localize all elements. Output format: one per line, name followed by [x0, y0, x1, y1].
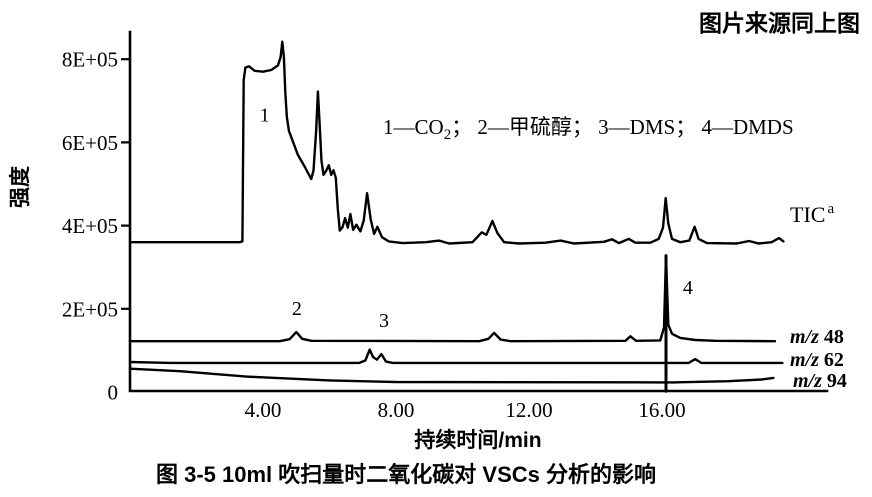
y-axis-tick-labels: 8E+05 6E+05 4E+05 2E+05 0 — [62, 48, 118, 405]
legend-part-2: ； 2—甲硫醇； 3—DMS； 4—DMDS — [451, 115, 793, 139]
y-tick-label: 6E+05 — [62, 131, 118, 155]
mz94-trace — [128, 367, 775, 384]
compound-legend: 1—CO2； 2—甲硫醇； 3—DMS； 4—DMDS — [383, 115, 794, 143]
axes — [121, 30, 829, 393]
x-axis-tick-labels: 4.00 8.00 12.00 16.00 — [245, 398, 686, 422]
mz48-trace — [128, 254, 777, 343]
x-tick-label: 12.00 — [505, 398, 552, 422]
tic-superscript-a: a — [827, 201, 834, 217]
peak-label-4: 4 — [683, 277, 693, 299]
y-tick-label: 8E+05 — [62, 48, 118, 72]
peak-annotations: 1 2 3 4 — [260, 105, 693, 333]
mz94-italic: m/z — [793, 370, 822, 392]
traces — [128, 40, 785, 393]
tic-trace-label: TIC a — [790, 201, 834, 227]
x-tick-label: 16.00 — [638, 398, 685, 422]
mz62-trace-label: m/z 62 — [790, 349, 844, 371]
x-axis-title: 持续时间/min — [414, 428, 541, 452]
legend-subscript: 2 — [444, 127, 452, 143]
mz48-italic: m/z — [790, 326, 819, 348]
peak-label-1: 1 — [260, 105, 270, 127]
mz48-trace-label: m/z 48 — [790, 326, 844, 348]
figure-caption: 图 3-5 10ml 吹扫量时二氧化碳对 VSCs 分析的影响 — [156, 462, 656, 487]
image-source-note: 图片来源同上图 — [699, 10, 860, 36]
mz62-italic: m/z — [790, 349, 819, 371]
mz48-number: 48 — [824, 326, 844, 348]
legend-part-1: 1—CO — [383, 115, 444, 139]
mz62-number: 62 — [824, 349, 844, 371]
y-tick-label: 2E+05 — [62, 297, 118, 321]
x-tick-label: 8.00 — [378, 398, 415, 422]
peak-label-2: 2 — [292, 298, 302, 320]
peak-label-3: 3 — [379, 310, 389, 332]
mz62-trace — [128, 348, 784, 365]
mz94-trace-label: m/z 94 — [793, 370, 847, 392]
y-tick-label: 0 — [108, 381, 119, 405]
y-axis-ticks — [121, 58, 130, 310]
tic-trace — [128, 40, 785, 245]
x-tick-label: 4.00 — [245, 398, 282, 422]
mz94-number: 94 — [827, 370, 847, 392]
y-axis-title: 强度 — [8, 166, 32, 208]
y-tick-label: 4E+05 — [62, 214, 118, 238]
axis-lines — [128, 30, 829, 393]
tic-text: TIC — [790, 202, 825, 227]
